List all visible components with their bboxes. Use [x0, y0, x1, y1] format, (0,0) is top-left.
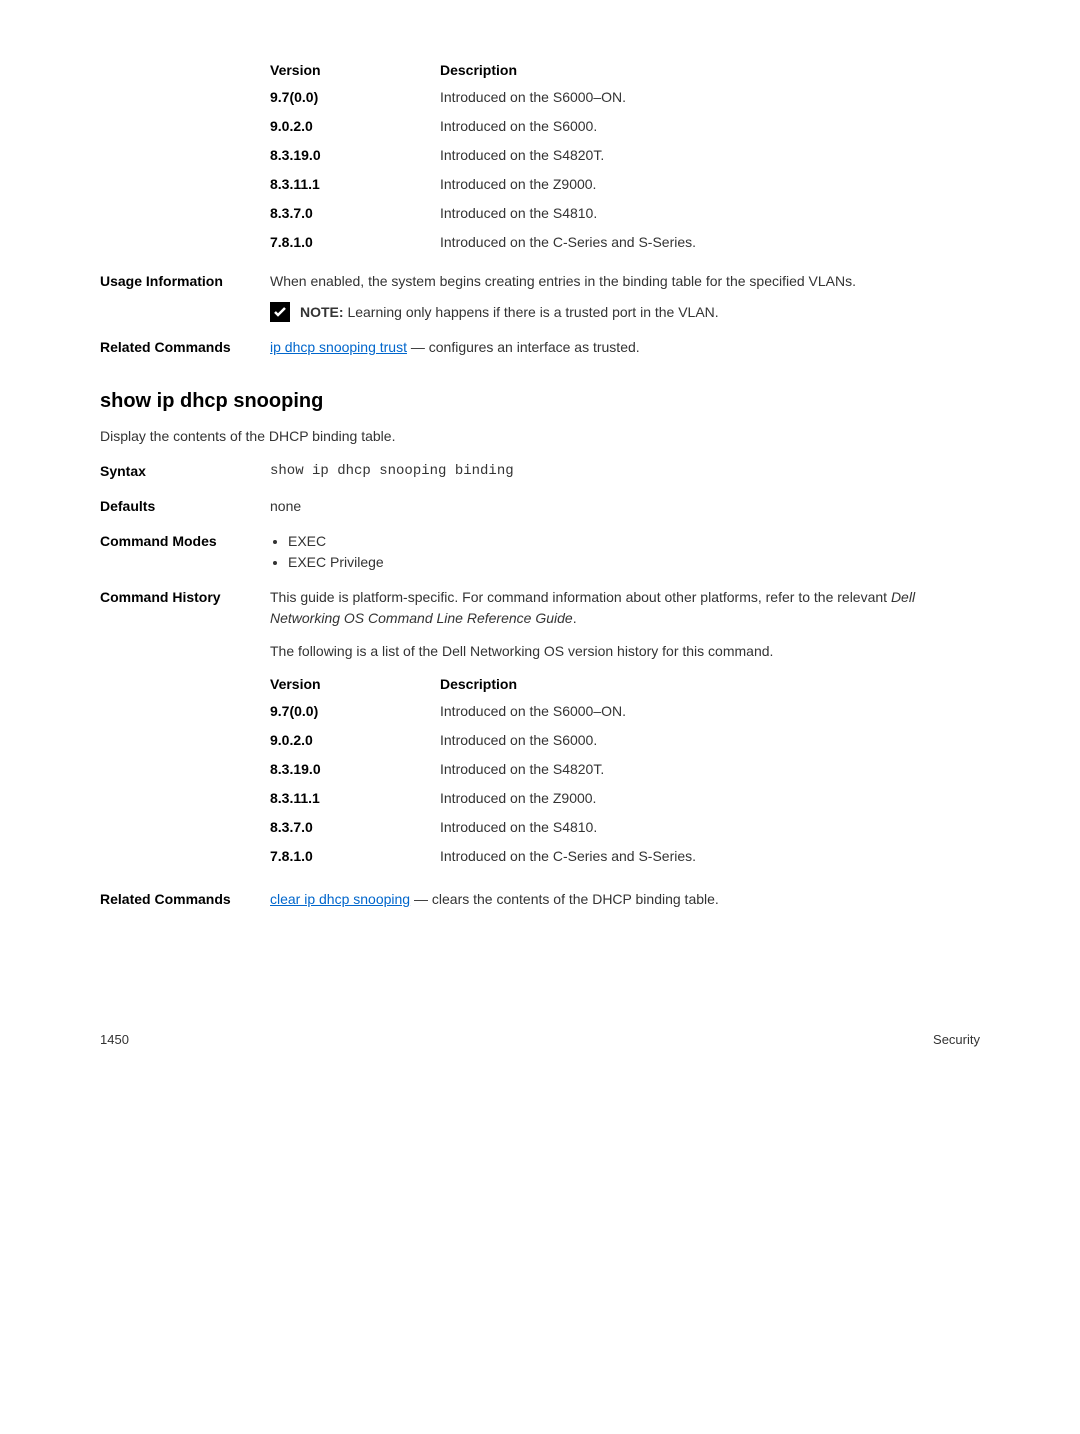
related1-link[interactable]: ip dhcp snooping trust: [270, 339, 407, 355]
related2-row: Related Commands clear ip dhcp snooping …: [100, 889, 980, 910]
history-row: Command History This guide is platform-s…: [100, 587, 980, 875]
version-cell-v: 9.0.2.0: [270, 730, 440, 751]
defaults-value: none: [270, 496, 980, 517]
version-header-row: Version Description: [270, 60, 980, 81]
version-cell-d: Introduced on the C-Series and S-Series.: [440, 846, 980, 867]
note-icon: [270, 302, 290, 322]
history-para2: The following is a list of the Dell Netw…: [270, 641, 980, 662]
version-cell-v: 9.7(0.0): [270, 701, 440, 722]
note-row: NOTE: Learning only happens if there is …: [270, 302, 980, 323]
modes-list: EXECEXEC Privilege: [270, 531, 980, 573]
version-cell-v: 8.3.7.0: [270, 817, 440, 838]
modes-content: EXECEXEC Privilege: [270, 531, 980, 573]
related1-label: Related Commands: [100, 337, 270, 358]
related1-row: Related Commands ip dhcp snooping trust …: [100, 337, 980, 358]
version-row: 8.3.19.0Introduced on the S4820T.: [270, 759, 980, 780]
usage-row: Usage Information When enabled, the syst…: [100, 271, 980, 323]
version-row: 8.3.7.0Introduced on the S4810.: [270, 817, 980, 838]
version-cell-v: 7.8.1.0: [270, 232, 440, 253]
version-row: 9.7(0.0)Introduced on the S6000–ON.: [270, 87, 980, 108]
version-cell-d: Introduced on the Z9000.: [440, 174, 980, 195]
related1-content: ip dhcp snooping trust — configures an i…: [270, 337, 980, 358]
version-row: 8.3.19.0Introduced on the S4820T.: [270, 145, 980, 166]
usage-label: Usage Information: [100, 271, 270, 323]
history-para1a: This guide is platform-specific. For com…: [270, 589, 891, 605]
version-cell-d: Introduced on the S6000.: [440, 116, 980, 137]
modes-row: Command Modes EXECEXEC Privilege: [100, 531, 980, 573]
version-cell-v: 9.7(0.0): [270, 87, 440, 108]
version-row: 9.7(0.0)Introduced on the S6000–ON.: [270, 701, 980, 722]
usage-text: When enabled, the system begins creating…: [270, 271, 980, 292]
version-cell-d: Introduced on the S4810.: [440, 817, 980, 838]
history-content: This guide is platform-specific. For com…: [270, 587, 980, 875]
syntax-value: show ip dhcp snooping binding: [270, 461, 980, 482]
defaults-label: Defaults: [100, 496, 270, 517]
version-header-d: Description: [440, 60, 980, 81]
version-cell-v: 8.3.11.1: [270, 174, 440, 195]
history-label: Command History: [100, 587, 270, 875]
version-cell-d: Introduced on the S6000–ON.: [440, 87, 980, 108]
version-cell-v: 8.3.11.1: [270, 788, 440, 809]
version-cell-d: Introduced on the C-Series and S-Series.: [440, 232, 980, 253]
footer-page: 1450: [100, 1030, 129, 1050]
history-para1c: .: [573, 610, 577, 626]
version-row: 9.0.2.0Introduced on the S6000.: [270, 116, 980, 137]
history-para1: This guide is platform-specific. For com…: [270, 587, 980, 629]
related2-text: — clears the contents of the DHCP bindin…: [410, 891, 719, 907]
modes-item: EXEC: [288, 531, 980, 552]
section-subheading: Display the contents of the DHCP binding…: [100, 426, 980, 447]
version-row: 8.3.7.0Introduced on the S4810.: [270, 203, 980, 224]
version-cell-v: 8.3.19.0: [270, 145, 440, 166]
version-cell-d: Introduced on the S4820T.: [440, 145, 980, 166]
note-label: NOTE:: [300, 304, 344, 320]
version-cell-v: 9.0.2.0: [270, 116, 440, 137]
version-row: 8.3.11.1Introduced on the Z9000.: [270, 174, 980, 195]
version-cell-d: Introduced on the S4820T.: [440, 759, 980, 780]
syntax-row: Syntax show ip dhcp snooping binding: [100, 461, 980, 482]
version-row: 7.8.1.0Introduced on the C-Series and S-…: [270, 846, 980, 867]
note-content: NOTE: Learning only happens if there is …: [300, 302, 719, 323]
version-row: 9.0.2.0Introduced on the S6000.: [270, 730, 980, 751]
version-cell-v: 7.8.1.0: [270, 846, 440, 867]
history-header-row: Version Description: [270, 674, 980, 695]
related2-link[interactable]: clear ip dhcp snooping: [270, 891, 410, 907]
history-header-d: Description: [440, 674, 980, 695]
version-row: 7.8.1.0Introduced on the C-Series and S-…: [270, 232, 980, 253]
version-cell-v: 8.3.19.0: [270, 759, 440, 780]
version-cell-v: 8.3.7.0: [270, 203, 440, 224]
history-header-v: Version: [270, 674, 440, 695]
note-text: Learning only happens if there is a trus…: [344, 304, 719, 320]
page-footer: 1450 Security: [100, 1030, 980, 1050]
related2-content: clear ip dhcp snooping — clears the cont…: [270, 889, 980, 910]
modes-label: Command Modes: [100, 531, 270, 573]
footer-section: Security: [933, 1030, 980, 1050]
syntax-label: Syntax: [100, 461, 270, 482]
version-header-v: Version: [270, 60, 440, 81]
version-row: 8.3.11.1Introduced on the Z9000.: [270, 788, 980, 809]
version-cell-d: Introduced on the S6000–ON.: [440, 701, 980, 722]
version-cell-d: Introduced on the S6000.: [440, 730, 980, 751]
modes-item: EXEC Privilege: [288, 552, 980, 573]
section-heading: show ip dhcp snooping: [100, 386, 980, 416]
related1-text: — configures an interface as trusted.: [407, 339, 640, 355]
version-cell-d: Introduced on the S4810.: [440, 203, 980, 224]
top-version-block: Version Description 9.7(0.0)Introduced o…: [270, 60, 980, 253]
version-cell-d: Introduced on the Z9000.: [440, 788, 980, 809]
defaults-row: Defaults none: [100, 496, 980, 517]
usage-content: When enabled, the system begins creating…: [270, 271, 980, 323]
related2-label: Related Commands: [100, 889, 270, 910]
